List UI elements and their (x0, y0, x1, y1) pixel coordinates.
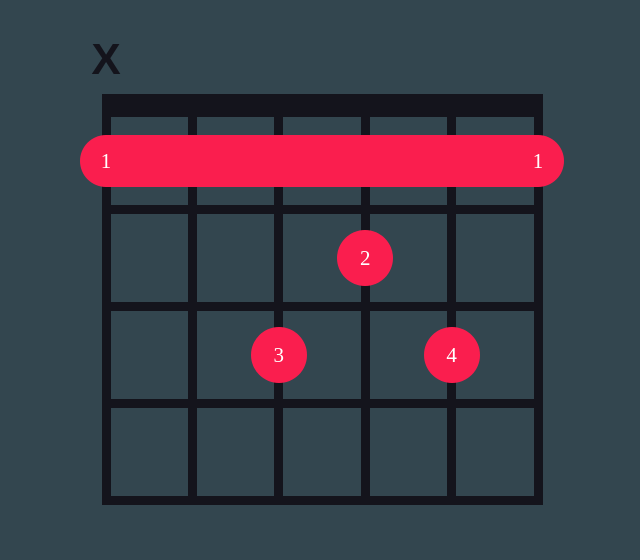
finger-dot: 4 (424, 327, 480, 383)
barre-label-right: 1 (528, 147, 548, 175)
finger-dot: 3 (251, 327, 307, 383)
fret-line (102, 205, 543, 214)
fret-line (102, 399, 543, 408)
barre-label-left: 1 (96, 147, 116, 175)
fret-line (102, 108, 543, 117)
muted-marker: X (76, 30, 136, 90)
finger-dot: 2 (337, 230, 393, 286)
fret-line (102, 302, 543, 311)
barre (80, 135, 564, 187)
fret-line (102, 496, 543, 505)
